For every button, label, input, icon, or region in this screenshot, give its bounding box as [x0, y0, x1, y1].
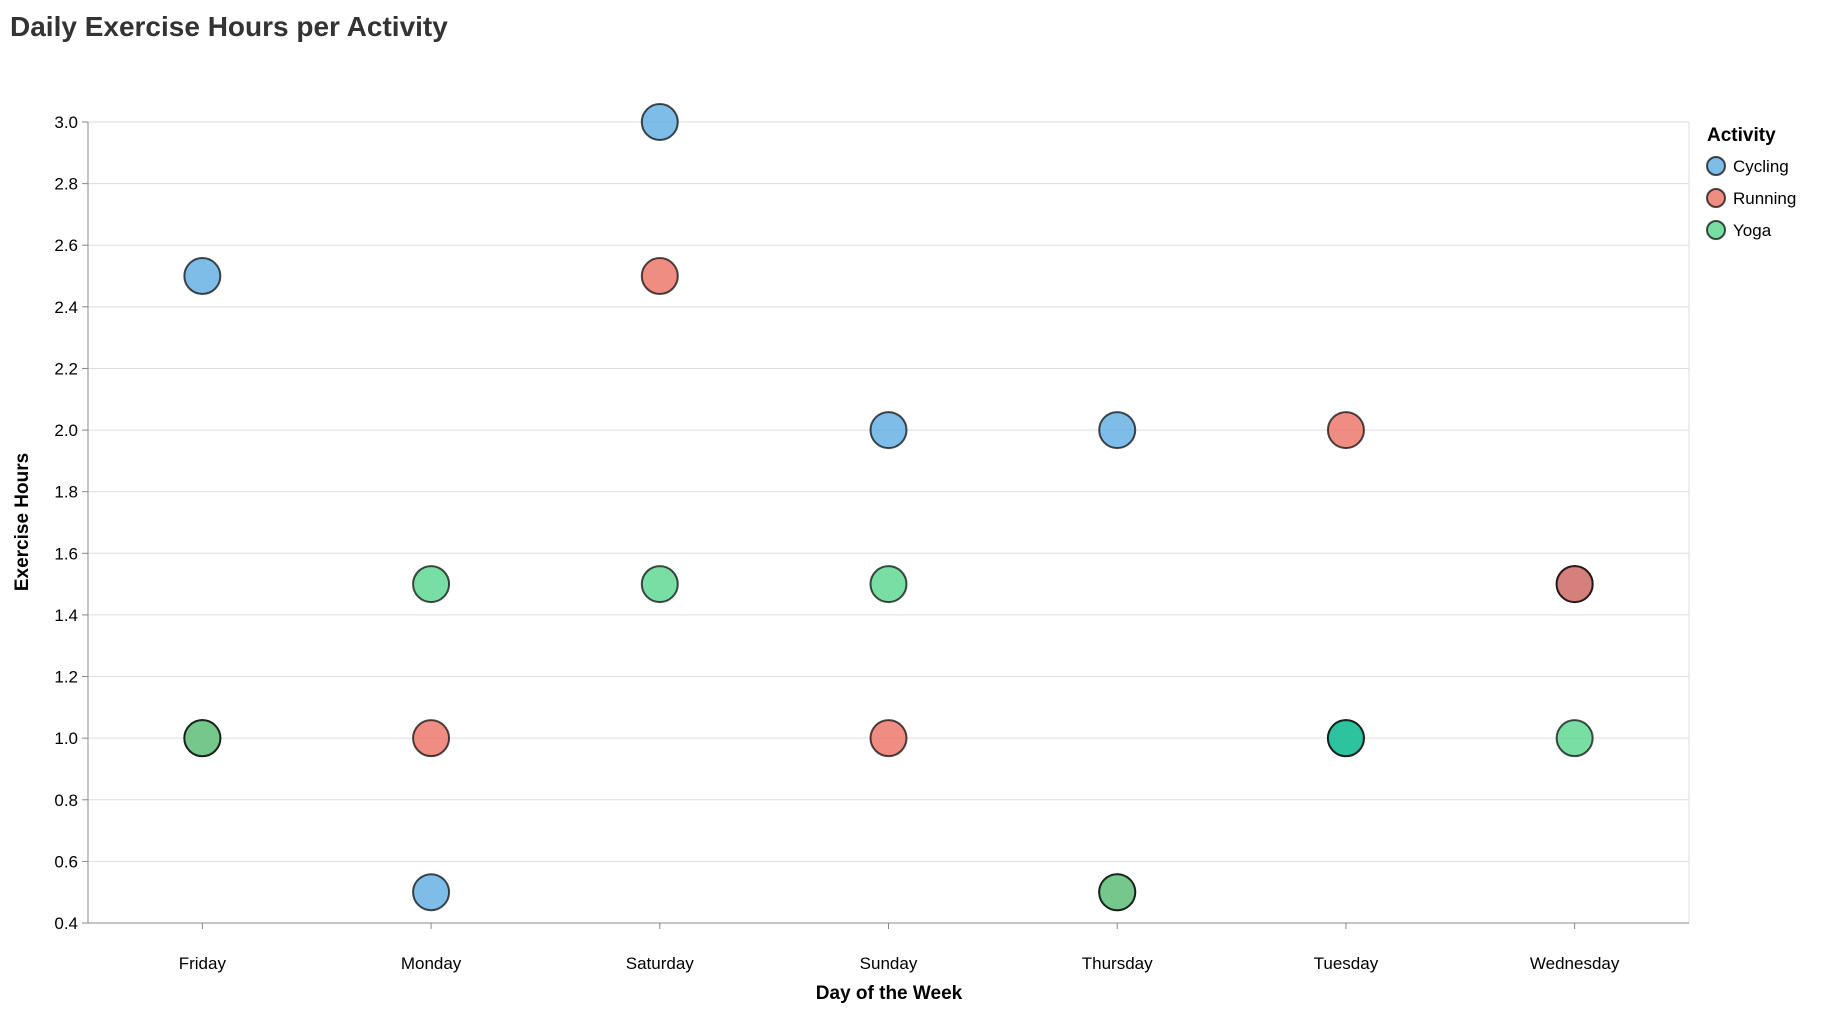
x-tick-label-thursday: Thursday [1082, 954, 1153, 973]
point-running-monday [412, 719, 451, 758]
point-cycling-sunday [869, 411, 908, 450]
point-cycling-monday [412, 873, 451, 912]
y-tick-label: 2.6 [54, 236, 78, 255]
point-yoga-saturday [640, 565, 679, 604]
axes: 0.4 0.6 0.8 1.0 1.2 1.4 1.6 1.8 2.0 2.2 2.4 2.6 2.8 3… [54, 113, 1689, 973]
legend-title: Activity [1707, 125, 1776, 146]
point-yoga-wednesday [1555, 719, 1594, 758]
x-tick-label-wednesday: Wednesday [1530, 954, 1620, 973]
y-axis-title: Exercise Hours [12, 453, 33, 591]
point-cycling-saturday [640, 103, 679, 141]
x-axis-title: Day of the Week [816, 983, 963, 1004]
y-tick-label: 0.4 [54, 914, 78, 933]
y-tick-label: 3.0 [54, 113, 78, 132]
x-tick-label-saturday: Saturday [626, 954, 695, 973]
point-cycling-thursday [1098, 411, 1137, 450]
y-tick-label: 0.8 [54, 791, 78, 810]
gridlines [88, 121, 1690, 924]
y-tick-label: 2.2 [54, 359, 78, 378]
point-yoga-monday [412, 565, 451, 604]
legend-swatch-cycling [1706, 156, 1726, 176]
y-tick-label: 2.8 [54, 175, 78, 194]
legend-label-yoga: Yoga [1733, 221, 1772, 240]
x-tick-label-monday: Monday [401, 954, 462, 973]
legend-label-running: Running [1733, 189, 1796, 208]
y-tick-label: 1.4 [54, 606, 78, 625]
point-cycling-friday [183, 257, 222, 296]
y-tick-label: 2.4 [54, 298, 78, 317]
point-yoga-friday [183, 719, 222, 758]
legend-swatch-running [1706, 188, 1726, 208]
y-tick-label: 1.0 [54, 729, 78, 748]
x-tick-label-friday: Friday [179, 954, 227, 973]
chart-title: Daily Exercise Hours per Activity [10, 11, 448, 42]
point-yoga-thursday [1098, 873, 1137, 912]
y-tick-label: 1.8 [54, 483, 78, 502]
point-running-wednesday [1555, 565, 1594, 604]
x-tick-label-tuesday: Tuesday [1314, 954, 1379, 973]
legend-items: Cycling Running Yoga [1706, 156, 1796, 240]
y-tick-label: 0.6 [54, 852, 78, 871]
x-tick-label-sunday: Sunday [860, 954, 918, 973]
point-running-tuesday [1326, 411, 1365, 450]
point-yoga-sunday [869, 565, 908, 604]
point-running-saturday [640, 257, 679, 296]
legend: Activity Cycling Running Yoga [1706, 125, 1796, 240]
legend-swatch-yoga [1706, 220, 1726, 240]
y-tick-label: 1.6 [54, 544, 78, 563]
point-series-tuesday [1326, 719, 1365, 758]
y-tick-label: 1.2 [54, 668, 78, 687]
point-running-sunday [869, 719, 908, 758]
legend-label-cycling: Cycling [1733, 157, 1789, 176]
y-tick-label: 2.0 [54, 421, 78, 440]
data-points [183, 103, 1594, 912]
